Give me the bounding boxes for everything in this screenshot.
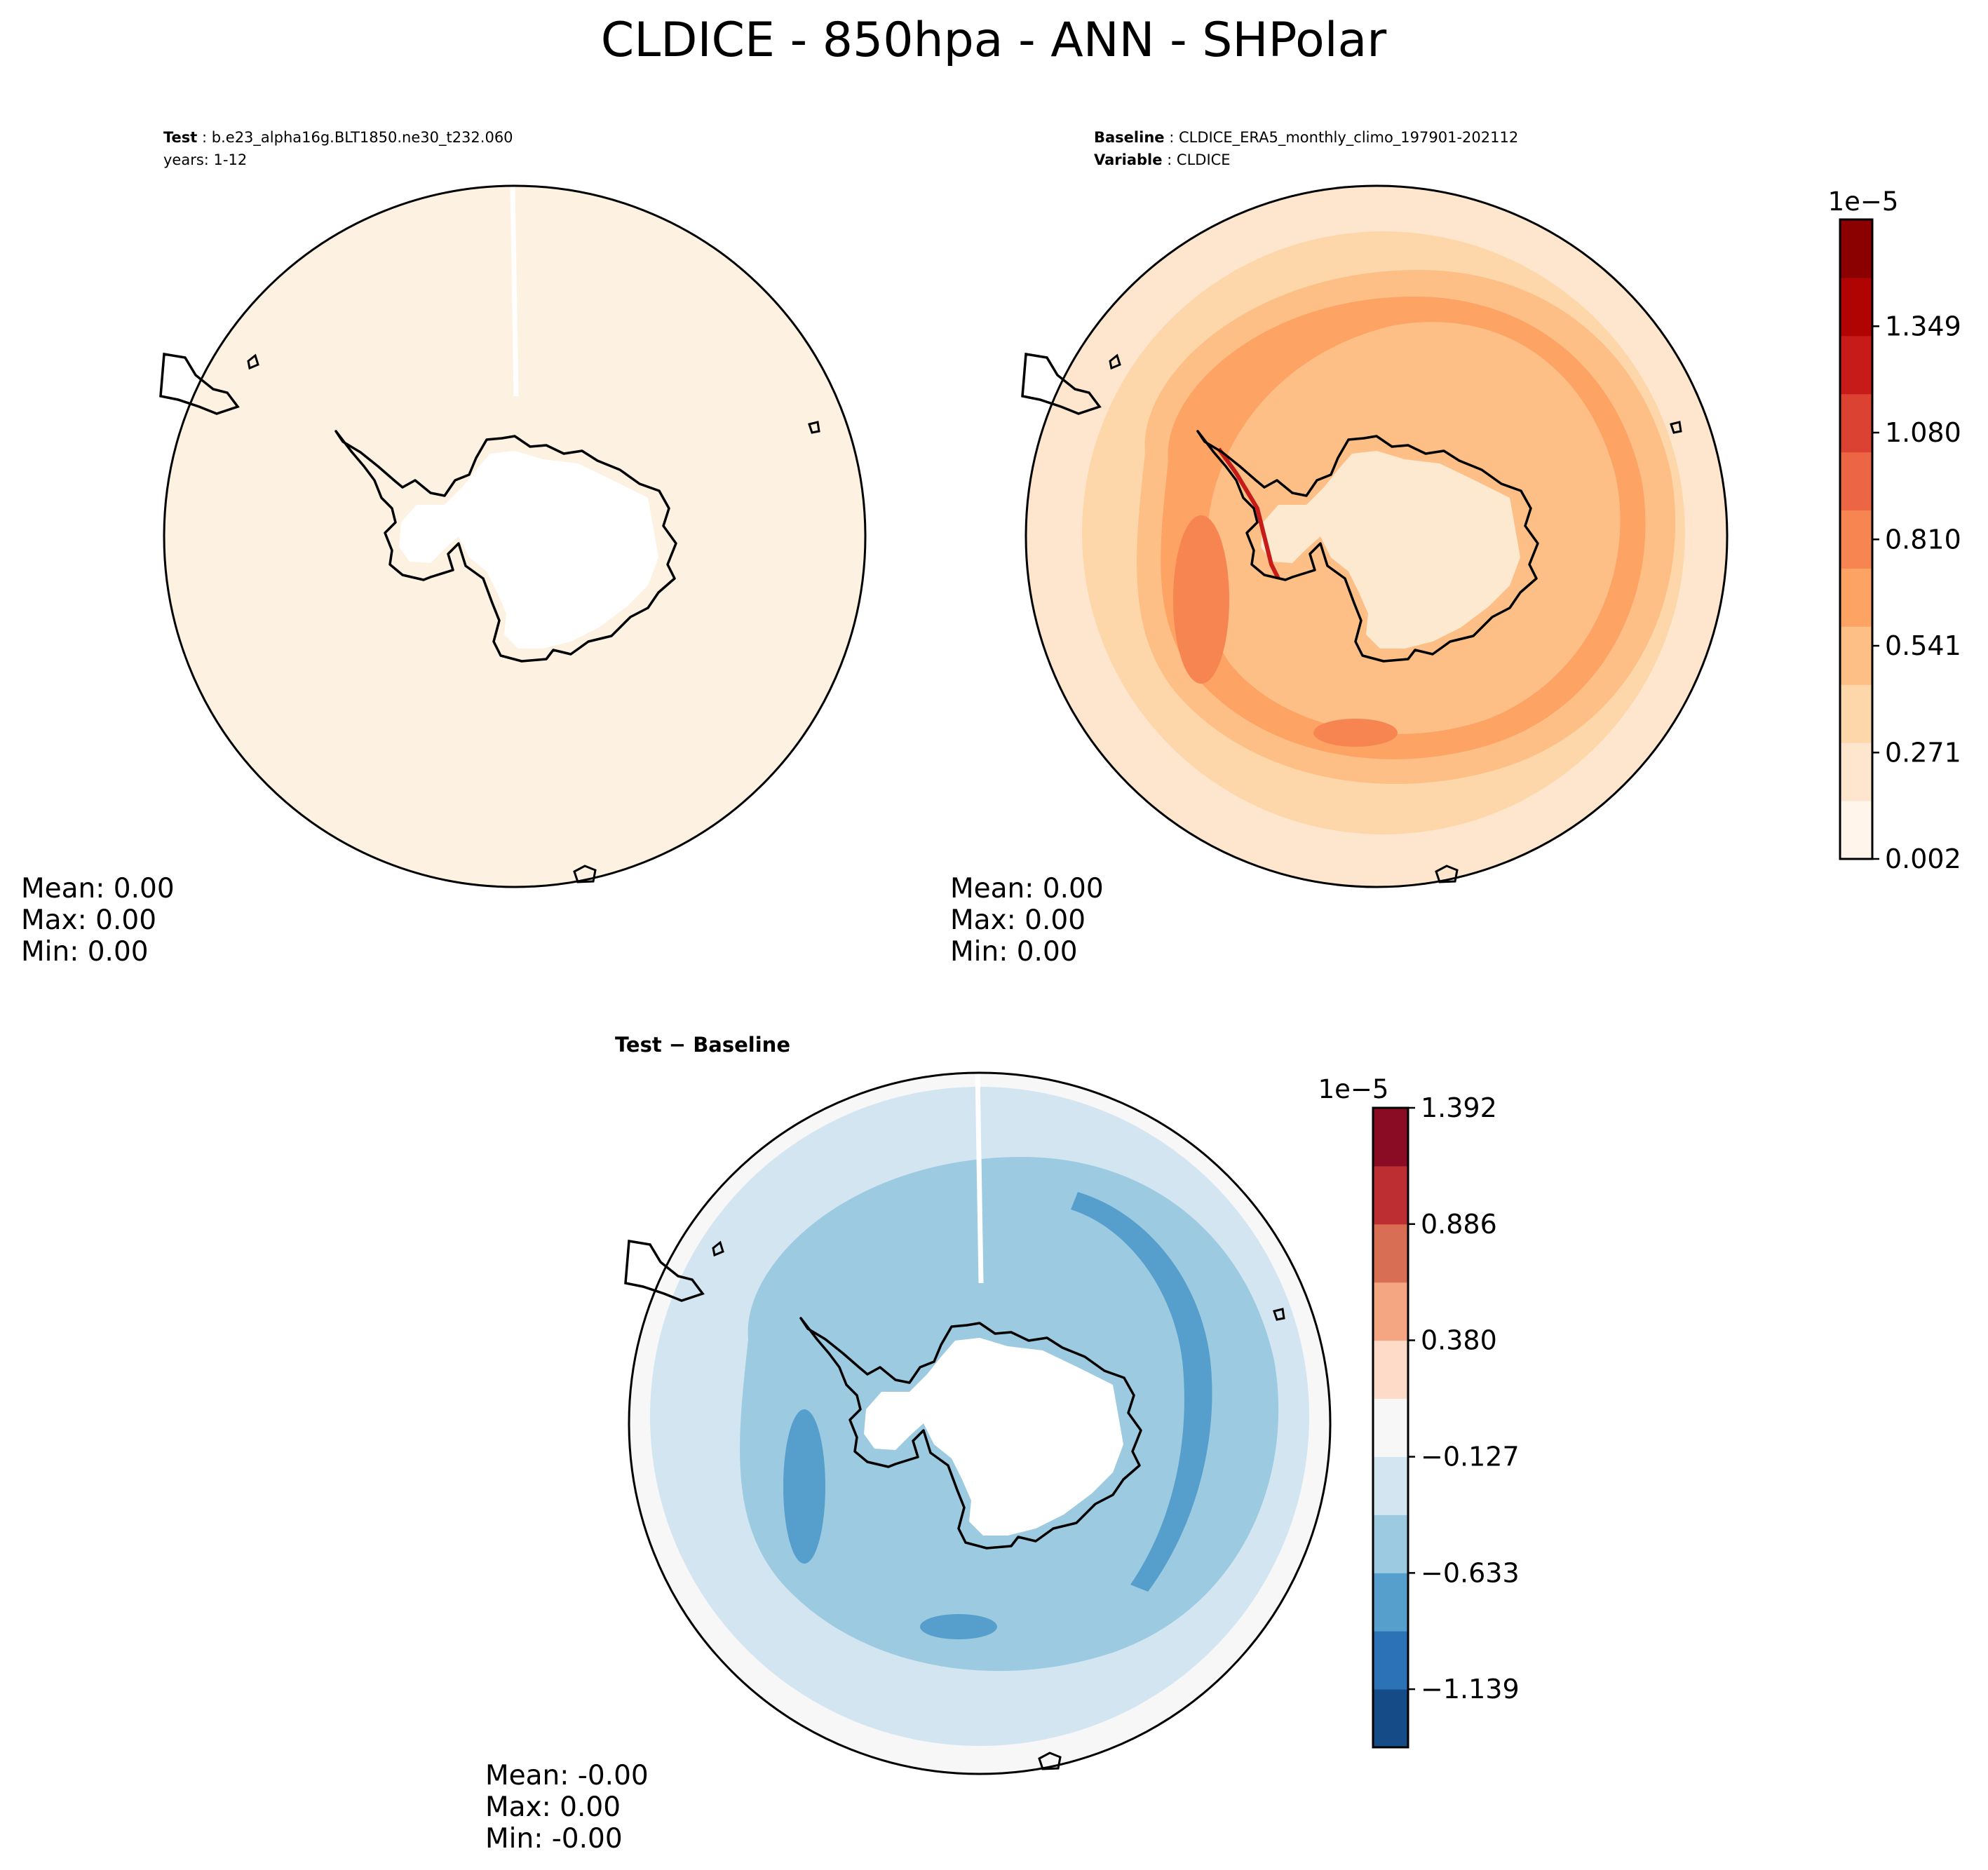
baseline-island-c: [1435, 865, 1459, 883]
difference-island-c: [1038, 1752, 1062, 1770]
difference-panel: Test − Baseline Mean: -0.00 Max: 0.00: [485, 1033, 1520, 1855]
difference-island-a: [712, 1240, 724, 1257]
difference-min-band: [1071, 1192, 1212, 1592]
difference-colorbar-bands: [1373, 1108, 1408, 1748]
baseline-max-blob: [1173, 515, 1229, 684]
test-panel: Test : b.e23_alpha16g.BLT1850.ne30_t232.…: [21, 129, 867, 968]
baseline-map-boundary: [1025, 184, 1729, 888]
baseline-header-label: Baseline: [1094, 129, 1165, 146]
difference-colorbar-scale: 1e−5: [1318, 1074, 1389, 1104]
baseline-header-sep: :: [1165, 129, 1179, 146]
test-stat-max: Max: 0.00: [21, 904, 156, 936]
baseline-colorbar-ticks: 0.002 0.271 0.541 0.810 1.080 1.349: [1872, 311, 1961, 874]
baseline-colorbar-band: [1840, 568, 1872, 627]
difference-colorbar-tick-label: −0.127: [1421, 1442, 1520, 1472]
test-map: [159, 184, 867, 888]
difference-colorbar-band: [1373, 1573, 1408, 1632]
difference-stat-min: Min: -0.00: [485, 1823, 623, 1855]
test-island-c: [573, 865, 597, 883]
baseline-colorbar-tick-label: 1.080: [1885, 417, 1961, 448]
difference-stat-max: Max: 0.00: [485, 1791, 621, 1823]
baseline-variable-value: CLDICE: [1177, 151, 1231, 168]
baseline-colorbar-band: [1840, 219, 1872, 278]
difference-stat-mean: Mean: -0.00: [485, 1760, 649, 1791]
difference-colorbar-band: [1373, 1282, 1408, 1341]
difference-colorbar-band: [1373, 1108, 1408, 1167]
baseline-colorbar: 1e−5 0.002 0.271 0.541 0.810 1.080 1.349: [1828, 187, 1961, 874]
difference-map-boundary: [628, 1071, 1332, 1775]
baseline-colorbar-tick-label: 0.271: [1885, 737, 1961, 768]
test-island-b: [808, 421, 820, 434]
test-meridian-gap: [510, 186, 519, 397]
baseline-variable-sep: :: [1162, 151, 1176, 168]
difference-colorbar-band: [1373, 1224, 1408, 1283]
test-header-line1: Test : b.e23_alpha16g.BLT1850.ne30_t232.…: [163, 129, 513, 147]
baseline-colorbar-band: [1840, 743, 1872, 801]
difference-colorbar-band: [1373, 1515, 1408, 1573]
baseline-max-blob2: [1313, 719, 1398, 747]
baseline-peninsula-streak: [1217, 447, 1280, 580]
baseline-colorbar-tick-label: 0.541: [1885, 630, 1961, 661]
difference-min-blob: [783, 1409, 825, 1564]
test-stat-min: Min: 0.00: [21, 936, 149, 968]
baseline-colorbar-band: [1840, 684, 1872, 743]
difference-colorbar-band: [1373, 1398, 1408, 1457]
difference-colorbar-band: [1373, 1456, 1408, 1515]
difference-colorbar-tick-label: 0.380: [1421, 1325, 1497, 1356]
difference-meridian-gap: [975, 1073, 984, 1284]
difference-min-blob2: [920, 1614, 997, 1639]
baseline-island-b: [1670, 421, 1682, 434]
difference-header: Test − Baseline: [615, 1033, 790, 1057]
test-map-boundary: [163, 184, 867, 888]
difference-colorbar-ticks: −1.139 −0.633 −0.127 0.380 0.886 1.392: [1408, 1092, 1520, 1705]
baseline-stat-mean: Mean: 0.00: [950, 873, 1104, 904]
difference-colorbar-band: [1373, 1689, 1408, 1748]
test-island-a: [247, 353, 259, 370]
baseline-header-value: CLDICE_ERA5_monthly_climo_197901-202112: [1179, 129, 1518, 147]
test-header-years: years: 1-12: [163, 151, 247, 168]
baseline-stat-max: Max: 0.00: [950, 904, 1086, 936]
baseline-colorbar-tick-label: 1.349: [1885, 311, 1961, 341]
difference-colorbar-frame: [1372, 1106, 1409, 1749]
difference-colorbar-tick-label: 0.886: [1421, 1209, 1497, 1240]
difference-colorbar-band: [1373, 1631, 1408, 1690]
baseline-colorbar-band: [1840, 801, 1872, 860]
baseline-colorbar-band: [1840, 452, 1872, 511]
test-header-sep: :: [197, 129, 211, 146]
baseline-colorbar-band: [1840, 510, 1872, 569]
difference-colorbar-band: [1373, 1340, 1408, 1400]
difference-colorbar-tick-label: −1.139: [1421, 1674, 1520, 1705]
baseline-stat-min: Min: 0.00: [950, 936, 1078, 968]
baseline-variable-label: Variable: [1094, 151, 1162, 168]
baseline-colorbar-tick-label: 0.810: [1885, 524, 1961, 555]
baseline-header-line1: Baseline : CLDICE_ERA5_monthly_climo_197…: [1094, 129, 1518, 147]
difference-island-b: [1273, 1308, 1285, 1321]
baseline-colorbar-band: [1840, 626, 1872, 685]
difference-colorbar: 1e−5 −1.139 −0.633 −0.127 0.380 0.886 1.392: [1318, 1074, 1520, 1749]
difference-colorbar-band: [1373, 1165, 1408, 1225]
difference-colorbar-tick-label: 1.392: [1421, 1092, 1497, 1123]
difference-map: [624, 1071, 1332, 1775]
figure-title: CLDICE - 850hpa - ANN - SHPolar: [601, 13, 1387, 68]
baseline-colorbar-bands: [1840, 219, 1872, 860]
baseline-colorbar-band: [1840, 335, 1872, 395]
baseline-colorbar-band: [1840, 393, 1872, 453]
test-header-value: b.e23_alpha16g.BLT1850.ne30_t232.060: [212, 129, 513, 147]
test-stat-mean: Mean: 0.00: [21, 873, 175, 904]
baseline-colorbar-tick-label: 0.002: [1885, 843, 1961, 874]
baseline-colorbar-frame: [1839, 218, 1874, 860]
baseline-colorbar-band: [1840, 277, 1872, 337]
baseline-island-a: [1109, 353, 1121, 370]
baseline-panel: Baseline : CLDICE_ERA5_monthly_climo_197…: [950, 129, 1961, 968]
baseline-map: [1021, 184, 1729, 888]
baseline-colorbar-scale: 1e−5: [1828, 187, 1899, 217]
baseline-header-line2: Variable : CLDICE: [1094, 151, 1231, 168]
test-header-label: Test: [163, 129, 197, 146]
difference-colorbar-tick-label: −0.633: [1421, 1557, 1520, 1588]
